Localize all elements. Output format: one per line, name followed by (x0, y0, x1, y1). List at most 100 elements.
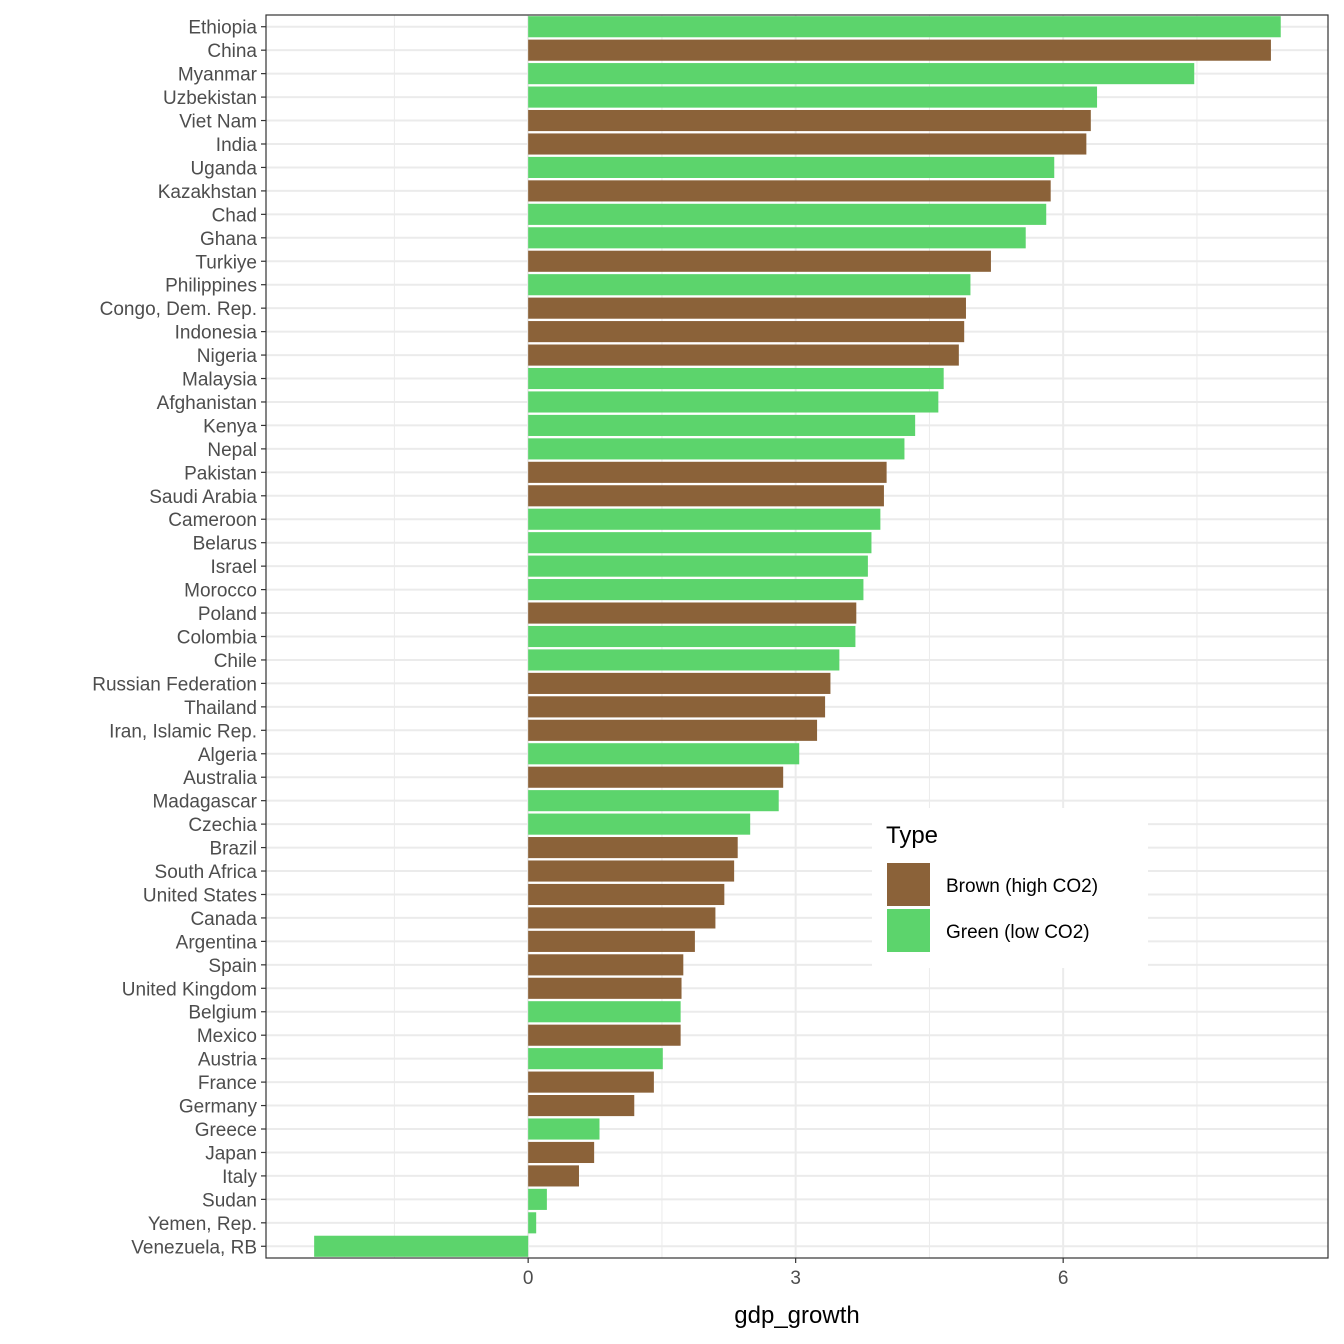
bar (528, 1071, 654, 1093)
bar (314, 1235, 529, 1257)
legend-label-brown: Brown (high CO2) (946, 876, 1098, 897)
y-tick-label: Czechia (188, 815, 257, 836)
bar (528, 719, 818, 741)
bar (528, 1188, 547, 1210)
bar (528, 109, 1091, 132)
bar (528, 743, 800, 765)
bar (528, 414, 916, 436)
y-tick-label: Algeria (198, 745, 258, 766)
bar (528, 63, 1195, 85)
bar (528, 321, 965, 343)
bar (528, 367, 944, 390)
bar (528, 1212, 537, 1234)
bar (528, 39, 1271, 61)
bar (528, 461, 887, 483)
bar (528, 86, 1098, 108)
legend-key-green (887, 909, 930, 952)
legend-label-green: Green (low CO2) (946, 922, 1090, 943)
x-tick-label: 3 (790, 1268, 801, 1289)
x-tick-label: 6 (1058, 1268, 1069, 1289)
bar (528, 954, 684, 976)
y-tick-label: Argentina (176, 932, 258, 953)
y-tick-label: China (207, 41, 257, 62)
y-tick-label: Austria (198, 1050, 258, 1071)
bar (528, 1118, 600, 1140)
y-tick-label: Germany (179, 1097, 258, 1118)
y-tick-label: Yemen, Rep. (148, 1214, 257, 1235)
y-tick-label: Chile (214, 651, 257, 672)
y-tick-label: Greece (195, 1120, 257, 1141)
bar (528, 625, 856, 648)
y-tick-label: Viet Nam (179, 112, 257, 133)
y-tick-label: United Kingdom (122, 979, 257, 1000)
bar (528, 907, 716, 929)
y-tick-label: Japan (205, 1143, 257, 1164)
legend-key-brown (887, 863, 930, 906)
y-tick-label: France (198, 1073, 257, 1094)
y-tick-label: Indonesia (175, 323, 258, 344)
y-tick-label: Venezuela, RB (131, 1237, 257, 1258)
y-tick-label: Sudan (202, 1190, 257, 1211)
legend: Type Brown (high CO2) Green (low CO2) (872, 808, 1148, 968)
x-axis: 0 3 6 (523, 1258, 1069, 1289)
bar (528, 883, 725, 906)
bar (528, 672, 831, 694)
y-tick-label: Cameroon (168, 510, 257, 531)
y-tick-label: Philippines (165, 276, 257, 297)
bar (528, 485, 884, 507)
bar (528, 344, 959, 366)
bar (528, 860, 735, 882)
x-tick-label: 0 (523, 1268, 534, 1289)
bar (528, 1024, 681, 1046)
y-tick-label: Brazil (209, 839, 257, 860)
y-tick-label: Madagascar (152, 792, 257, 813)
bar (528, 274, 971, 296)
bar (528, 977, 682, 999)
y-tick-label: Congo, Dem. Rep. (100, 299, 257, 320)
y-tick-label: Russian Federation (92, 674, 257, 695)
bar (528, 579, 864, 601)
bar (528, 180, 1051, 202)
x-axis-title: gdp_growth (734, 1302, 859, 1329)
bar (528, 1165, 579, 1187)
bar (528, 555, 868, 577)
y-tick-label: Israel (211, 557, 257, 578)
y-tick-label: Nigeria (197, 346, 258, 367)
y-tick-label: Myanmar (178, 65, 258, 86)
y-tick-label: Spain (208, 956, 257, 977)
y-tick-label: Uzbekistan (163, 88, 257, 109)
bar (528, 133, 1087, 155)
bar (528, 766, 784, 788)
bar (528, 837, 738, 859)
bar (528, 250, 991, 272)
y-tick-label: Nepal (207, 440, 257, 461)
bar (528, 203, 1047, 225)
y-tick-label: India (216, 135, 258, 156)
legend-title: Type (886, 822, 938, 849)
y-tick-label: Canada (190, 909, 257, 930)
bar (528, 602, 857, 624)
bar (528, 1001, 681, 1023)
bar (528, 1141, 595, 1164)
bar (528, 649, 840, 671)
y-tick-label: Ethiopia (188, 18, 257, 39)
y-tick-label: Belgium (188, 1003, 257, 1024)
y-tick-label: Ghana (200, 229, 257, 250)
bar (528, 156, 1055, 178)
y-tick-label: Turkiye (195, 252, 257, 273)
y-tick-label: Morocco (184, 581, 257, 602)
bar (528, 1095, 635, 1117)
y-tick-label: Colombia (177, 628, 258, 649)
bar (528, 297, 966, 319)
y-tick-label: Belarus (193, 534, 257, 555)
y-tick-label: United States (143, 885, 257, 906)
bar (528, 813, 751, 835)
y-tick-label: Kazakhstan (158, 182, 257, 203)
bar (528, 508, 881, 530)
y-tick-label: Saudi Arabia (149, 487, 257, 508)
y-tick-label: Iran, Islamic Rep. (109, 721, 257, 742)
y-tick-label: Chad (212, 205, 257, 226)
bar (528, 438, 905, 460)
